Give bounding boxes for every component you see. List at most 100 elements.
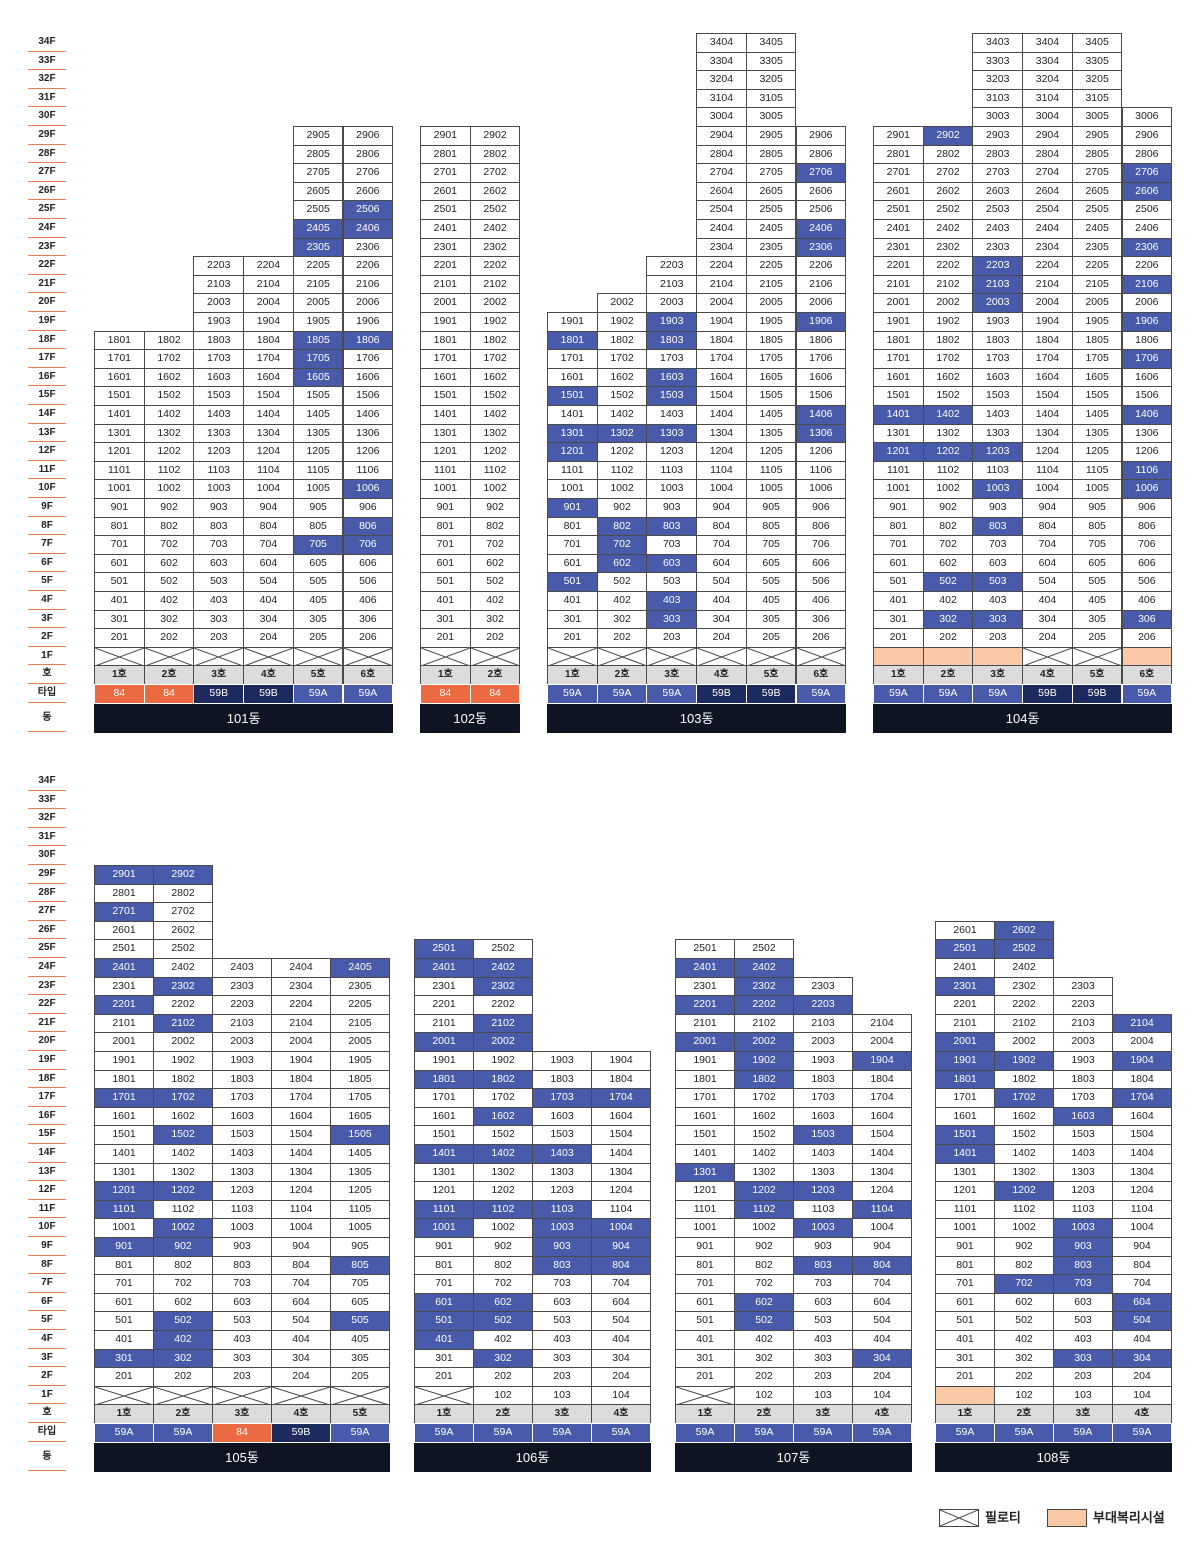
unit-cell: 1203	[532, 1181, 592, 1201]
unit-cell: 1303	[193, 423, 245, 444]
unit-cell: 1606	[1121, 367, 1173, 388]
floor-label: 29F	[28, 126, 66, 145]
unit-cell: 2904	[1022, 126, 1073, 146]
unit-cell: 404	[1022, 591, 1073, 611]
facility-cell	[935, 1385, 995, 1406]
ho-cell: 6호	[1121, 665, 1173, 685]
unit-cell: 505	[292, 572, 344, 592]
piloti-cell	[292, 646, 344, 667]
unit-cell: 1001	[414, 1218, 474, 1238]
unit-cell: 1603	[193, 367, 245, 388]
unit-cell: 1501	[94, 1125, 154, 1145]
unit-cell: 1703	[193, 349, 245, 369]
unit-cell: 2601	[935, 920, 995, 941]
unit-cell: 1005	[330, 1218, 390, 1238]
unit-cell: 2303	[212, 976, 272, 997]
floor-label: 12F	[28, 442, 66, 461]
unit-cell: 1803	[646, 330, 698, 351]
unit-cell: 804	[271, 1255, 331, 1276]
floor-label: 20F	[28, 293, 66, 312]
unit-cell: 2001	[414, 1032, 474, 1052]
unit-cell: 1702	[922, 349, 974, 369]
unit-cell: 703	[212, 1274, 272, 1294]
unit-cell: 2906	[1121, 126, 1173, 146]
piloti-cell	[153, 1385, 213, 1406]
unit-cell: 304	[852, 1348, 912, 1369]
unit-cell: 603	[212, 1292, 272, 1313]
unit-cell: 2806	[1121, 144, 1173, 165]
unit-cell: 3405	[745, 33, 797, 53]
unit-cell: 704	[1022, 535, 1073, 555]
unit-cell: 1502	[469, 386, 521, 406]
unit-cell: 2205	[292, 256, 344, 276]
unit-cell: 1301	[547, 423, 598, 444]
ho-cell: 4호	[243, 665, 294, 685]
unit-cell: 1706	[795, 349, 847, 369]
unit-cell: 2103	[793, 1013, 853, 1034]
unit-cell: 2302	[922, 237, 974, 258]
unit-cell: 202	[994, 1367, 1054, 1387]
type-cell: 59A	[596, 684, 648, 704]
unit-cell: 305	[1071, 609, 1123, 630]
floor-label: 34F	[28, 772, 66, 791]
unit-cell: 1706	[342, 349, 394, 369]
unit-cell: 1001	[935, 1218, 995, 1238]
unit-cell: 1102	[143, 460, 195, 481]
type-cell: 84	[212, 1423, 272, 1443]
unit-cell: 1605	[745, 367, 797, 388]
unit-cell: 1204	[696, 442, 747, 462]
unit-cell: 604	[591, 1292, 651, 1313]
unit-cell: 805	[330, 1255, 390, 1276]
floor-label: 1F	[28, 647, 66, 666]
unit-cell: 1204	[852, 1181, 912, 1201]
piloti-cell	[330, 1385, 390, 1406]
unit-cell: 3203	[972, 70, 1024, 90]
unit-cell: 205	[330, 1367, 390, 1387]
unit-cell: 1804	[591, 1069, 651, 1090]
unit-cell: 201	[935, 1367, 995, 1387]
unit-cell: 202	[734, 1367, 794, 1387]
unit-cell: 402	[153, 1330, 213, 1350]
unit-cell: 2305	[292, 237, 344, 258]
unit-cell: 1703	[532, 1088, 592, 1108]
unit-cell: 2105	[292, 274, 344, 295]
floor-label: 14F	[28, 405, 66, 424]
unit-cell: 2402	[922, 219, 974, 239]
unit-cell: 1903	[972, 312, 1024, 332]
unit-cell: 802	[143, 516, 195, 537]
unit-cell: 705	[1071, 535, 1123, 555]
type-cell: 59A	[646, 684, 698, 704]
unit-cell: 2004	[696, 293, 747, 313]
unit-cell: 1304	[243, 423, 294, 444]
unit-cell: 1704	[1022, 349, 1073, 369]
type-cell: 59A	[935, 1423, 995, 1443]
piloti-icon	[213, 1386, 271, 1405]
piloti-cell	[243, 646, 294, 667]
unit-cell: 1505	[745, 386, 797, 406]
unit-cell: 603	[646, 553, 698, 574]
unit-cell: 1204	[1112, 1181, 1172, 1201]
piloti-icon	[1023, 647, 1073, 666]
unit-cell: 1306	[795, 423, 847, 444]
unit-cell: 406	[1121, 591, 1173, 611]
unit-cell: 306	[1121, 609, 1173, 630]
unit-cell: 1804	[243, 330, 294, 351]
unit-cell: 903	[1053, 1237, 1113, 1257]
unit-cell: 1503	[212, 1125, 272, 1145]
unit-cell: 1403	[793, 1144, 853, 1164]
unit-cell: 2606	[795, 181, 847, 202]
unit-cell: 2405	[745, 219, 797, 239]
unit-cell: 2405	[330, 958, 390, 978]
unit-cell: 202	[596, 628, 648, 648]
unit-cell: 2003	[972, 293, 1024, 313]
unit-cell: 302	[469, 609, 521, 630]
unit-cell: 1902	[596, 312, 648, 332]
unit-cell: 604	[243, 553, 294, 574]
unit-cell: 2002	[994, 1032, 1054, 1052]
unit-cell: 1603	[532, 1106, 592, 1127]
ho-cell: 4호	[271, 1404, 331, 1424]
unit-cell: 1303	[972, 423, 1024, 444]
ho-cell: 6호	[342, 665, 394, 685]
unit-cell: 505	[745, 572, 797, 592]
unit-cell: 2506	[342, 200, 394, 220]
